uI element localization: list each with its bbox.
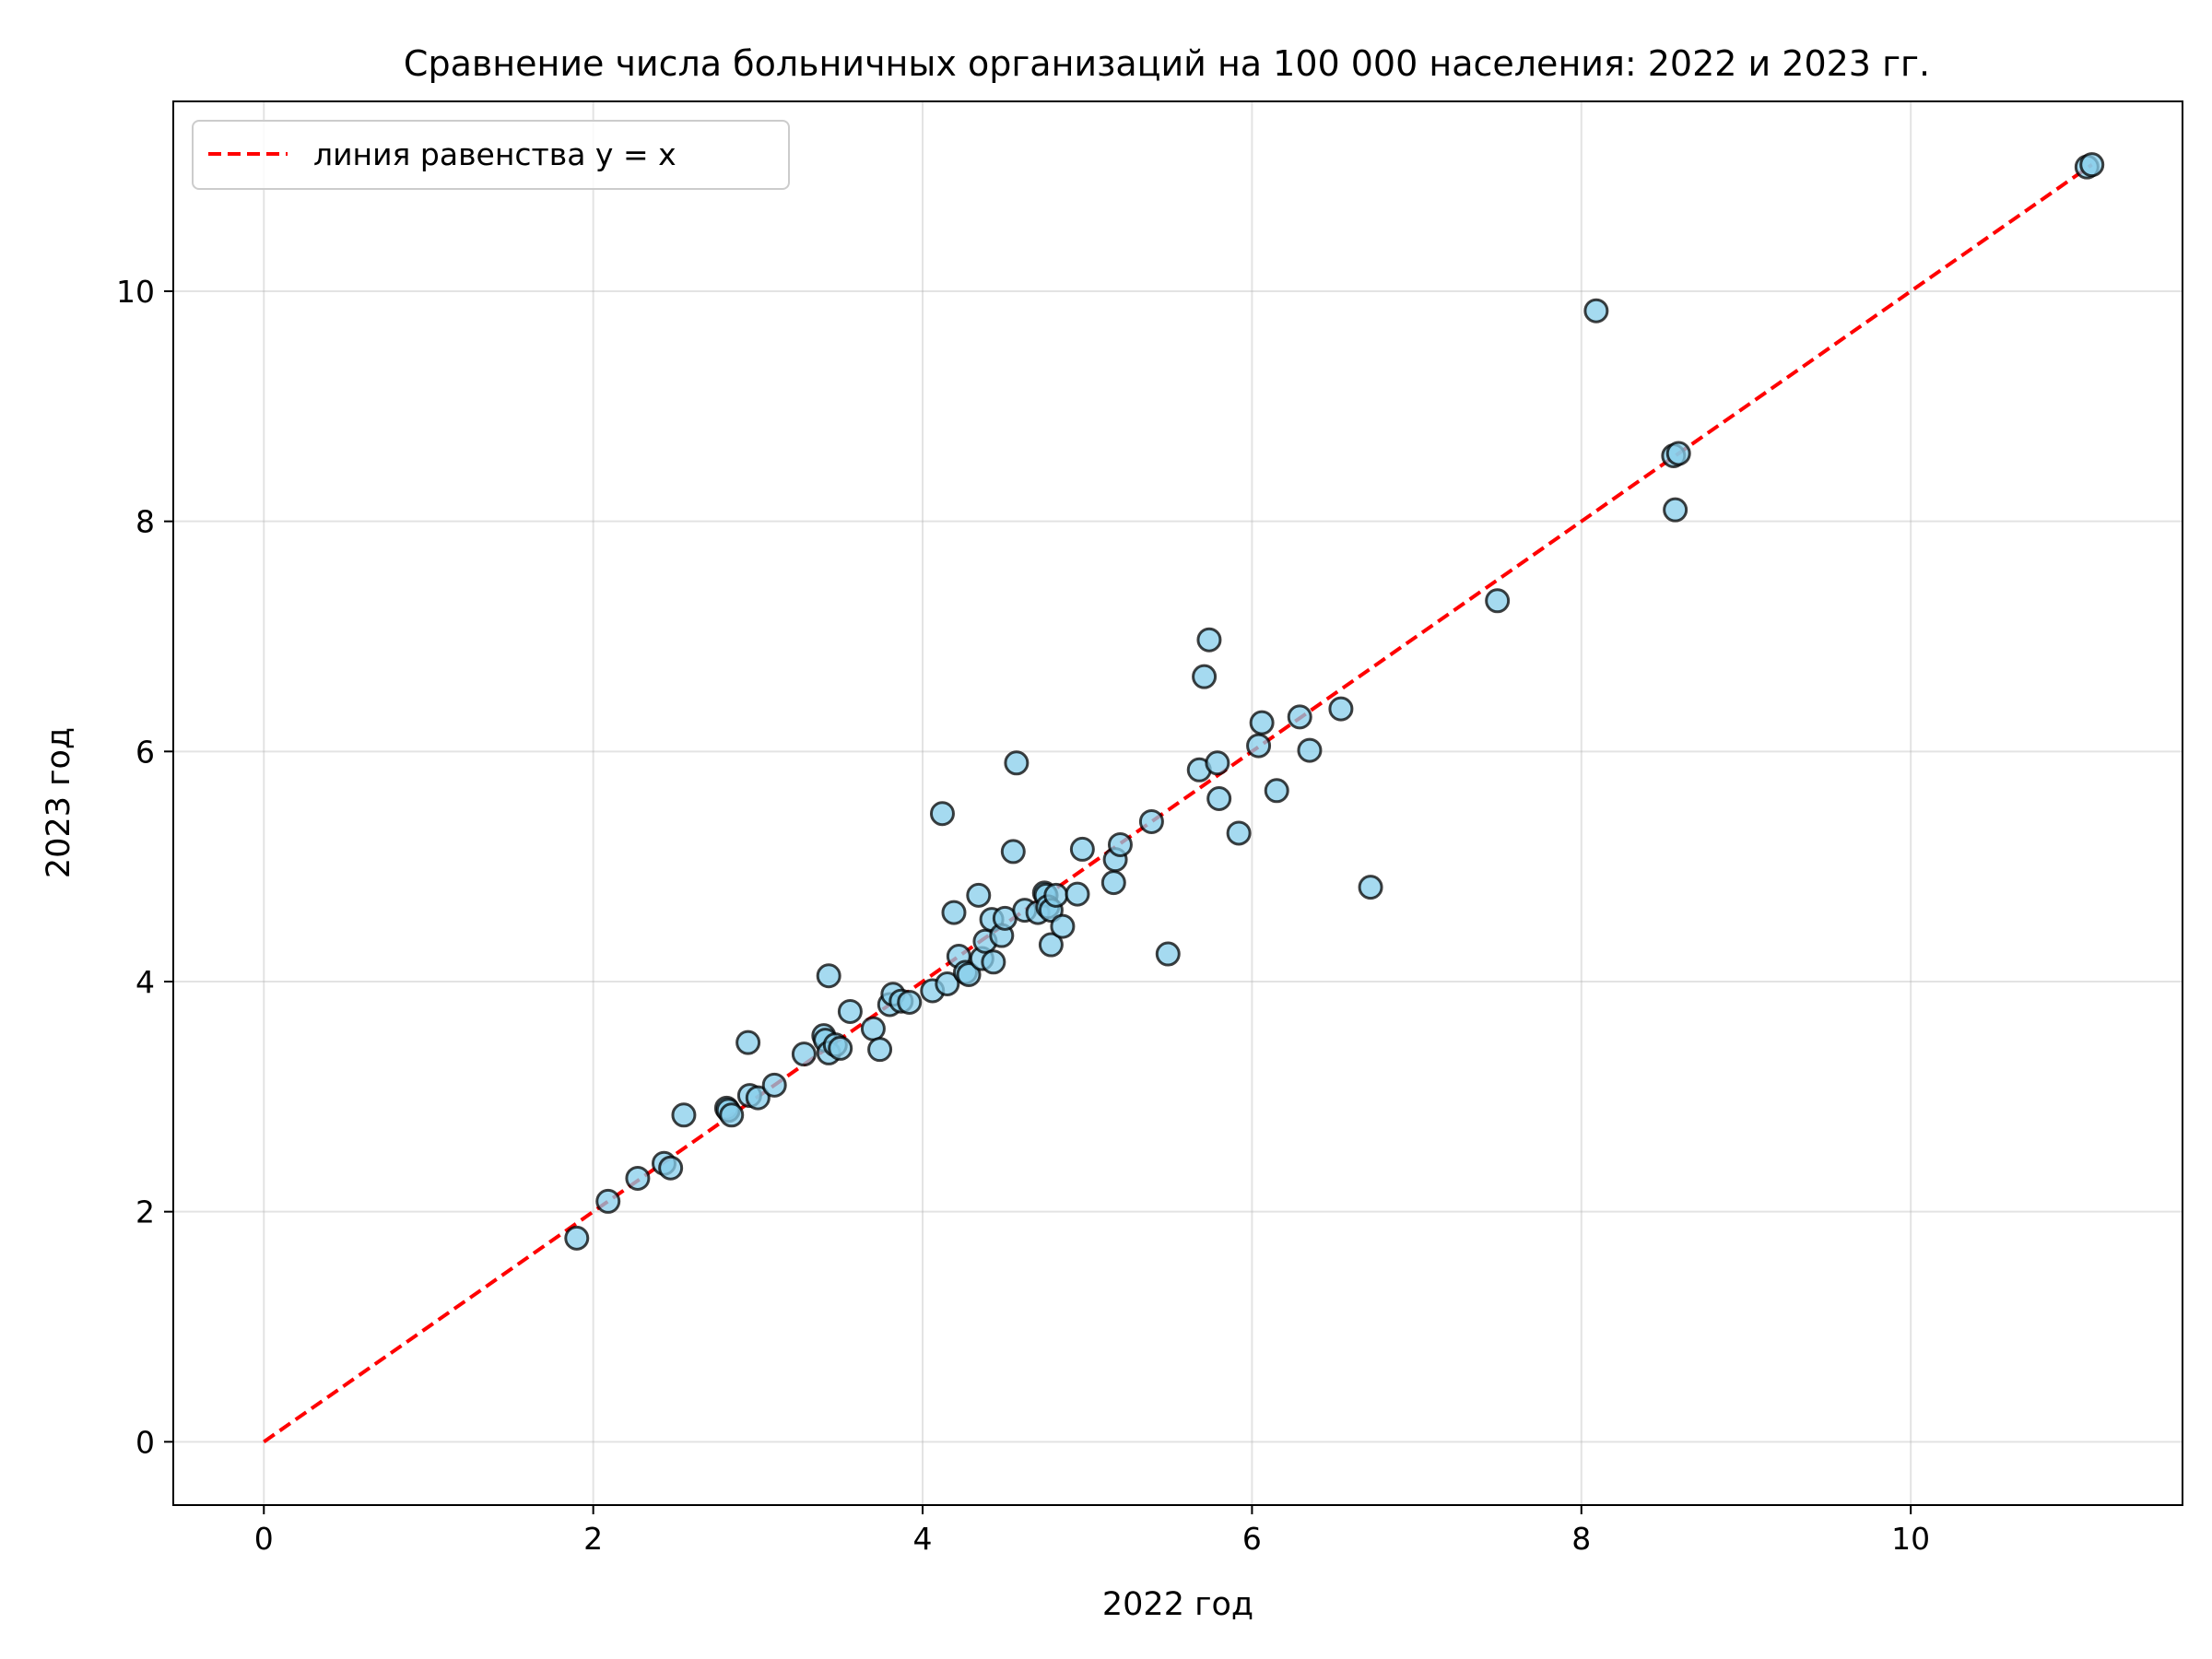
x-tick-label: 0 (254, 1521, 274, 1557)
y-tick-label: 8 (135, 504, 155, 540)
scatter-point (1297, 737, 1323, 763)
scatter-point (658, 1155, 684, 1181)
x-axis-label: 2022 год (1102, 1586, 1253, 1623)
y-tick-label: 0 (135, 1424, 155, 1460)
gridlines (173, 101, 2183, 1505)
scatter-point (1328, 696, 1354, 722)
scatter-point (1065, 881, 1090, 907)
scatter-point (897, 989, 923, 1015)
scatter-point (745, 1085, 771, 1111)
x-tick-label: 4 (913, 1521, 933, 1557)
scatter-point (966, 882, 992, 908)
scatter-point (1192, 664, 1218, 689)
scatter-point (816, 963, 841, 989)
scatter-point (828, 1035, 853, 1061)
scatter-point (1485, 588, 1511, 614)
legend-label: линия равенства y = x (313, 136, 677, 172)
x-tick-label: 8 (1571, 1521, 1591, 1557)
legend: линия равенства y = x (192, 120, 790, 190)
x-tick-label: 6 (1242, 1521, 1262, 1557)
scatter-point (719, 1102, 745, 1128)
scatter-point (867, 1037, 893, 1063)
scatter-point (1050, 913, 1076, 939)
scatter-point (1138, 808, 1164, 834)
scatter-point (1246, 733, 1272, 759)
scatter-point (1000, 839, 1026, 865)
scatter-point (625, 1165, 651, 1191)
y-tick-label: 4 (135, 964, 155, 1000)
scatter-point (595, 1188, 621, 1214)
plot-area-frame (172, 100, 2183, 1506)
scatter-point (1107, 831, 1133, 857)
scatter-point (929, 801, 955, 827)
scatter-point (981, 949, 1006, 975)
scatter-point (2079, 152, 2105, 178)
legend-box (192, 120, 790, 190)
scatter-point (1226, 820, 1252, 846)
y-tick-label: 6 (135, 734, 155, 770)
y-tick-label: 10 (116, 274, 155, 310)
scatter-point (671, 1102, 697, 1128)
scatter-point (1665, 441, 1691, 466)
scatter-point (1583, 298, 1609, 324)
scatter-point (735, 1030, 761, 1055)
scatter-point (1264, 778, 1289, 804)
scatter-point (1358, 875, 1383, 900)
scatter-point (1155, 941, 1181, 967)
x-tick-label: 2 (583, 1521, 603, 1557)
scatter-point (941, 900, 967, 925)
scatter-point (564, 1225, 590, 1251)
scatter-point (1287, 704, 1312, 730)
scatter-point (1100, 870, 1126, 896)
scatter-point (837, 998, 863, 1024)
y-tick-label: 2 (135, 1194, 155, 1230)
scatter-point (1004, 750, 1030, 776)
y-axis-ticks: 0 2 4 6 8 10 (116, 274, 173, 1460)
scatter-point (1043, 882, 1069, 908)
x-axis-ticks: 0 2 4 6 8 10 (254, 1505, 1930, 1557)
scatter-point (1249, 710, 1275, 735)
scatter-point (1069, 836, 1095, 862)
scatter-point (1196, 627, 1222, 653)
scatter-point (1205, 750, 1230, 776)
scatter-point (1663, 497, 1688, 523)
scatter-point (791, 1041, 817, 1067)
x-tick-label: 10 (1891, 1521, 1930, 1557)
chart-title: Сравнение числа больничных организаций н… (404, 43, 1930, 84)
scatter-point (761, 1072, 787, 1098)
scatter-point (860, 1016, 886, 1041)
scatter-point (935, 971, 960, 996)
scatter-points (564, 152, 2105, 1251)
scatter-point (1206, 786, 1232, 812)
y-axis-label: 2023 год (41, 727, 77, 878)
scatter-point (956, 962, 982, 988)
scatter-point (1038, 932, 1064, 958)
